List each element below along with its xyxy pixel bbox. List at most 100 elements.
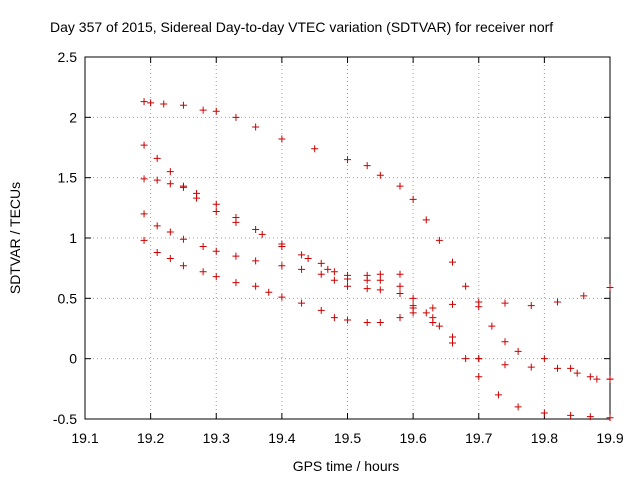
data-point: [567, 364, 575, 372]
data-point: [330, 314, 338, 322]
data-point: [166, 255, 174, 263]
data-point: [606, 414, 614, 422]
data-point: [179, 101, 187, 109]
data-point: [298, 299, 306, 307]
data-point: [396, 290, 404, 298]
data-points: [140, 98, 614, 422]
data-point: [586, 413, 594, 421]
data-point: [429, 314, 437, 322]
data-point: [409, 309, 417, 317]
data-point: [409, 294, 417, 302]
data-point: [212, 207, 220, 215]
data-point: [212, 247, 220, 255]
data-point: [409, 302, 417, 310]
data-point: [298, 265, 306, 273]
data-point: [324, 265, 332, 273]
x-tick-label: 19.4: [268, 430, 295, 446]
data-point: [593, 375, 601, 383]
data-point: [554, 298, 561, 306]
data-point: [252, 226, 260, 234]
data-point: [573, 369, 581, 377]
data-point: [527, 363, 535, 371]
data-point: [252, 123, 260, 131]
y-tick-label: 0.5: [58, 290, 78, 306]
x-tick-label: 19.3: [203, 430, 230, 446]
data-point: [160, 100, 168, 108]
data-point: [501, 338, 509, 346]
data-point: [199, 106, 207, 114]
series-4: [140, 210, 483, 363]
data-point: [278, 262, 286, 270]
data-point: [580, 292, 588, 300]
y-tick-label: 1: [69, 230, 77, 246]
data-point: [376, 286, 384, 294]
data-point: [501, 361, 509, 369]
data-point: [422, 309, 430, 317]
data-point: [193, 189, 201, 197]
data-point: [153, 222, 161, 230]
data-point: [166, 168, 174, 176]
data-point: [179, 262, 187, 270]
data-point: [449, 339, 456, 347]
series-2: [140, 141, 614, 422]
data-point: [475, 373, 483, 381]
data-point: [376, 171, 384, 179]
data-point: [554, 364, 561, 372]
data-point: [449, 333, 456, 341]
series-5: [140, 236, 614, 326]
data-point: [376, 276, 384, 284]
data-point: [330, 268, 338, 276]
x-tick-label: 19.8: [531, 430, 558, 446]
data-point: [396, 282, 404, 290]
data-point: [298, 251, 306, 259]
data-point: [140, 236, 148, 244]
data-point: [199, 242, 207, 250]
data-point: [435, 322, 443, 330]
data-point: [166, 180, 174, 188]
data-point: [396, 314, 404, 322]
data-point: [153, 154, 161, 162]
data-point: [317, 259, 325, 267]
data-point: [344, 282, 351, 290]
data-point: [449, 300, 456, 308]
data-point: [153, 176, 161, 184]
data-point: [606, 283, 614, 291]
data-point: [147, 99, 155, 107]
data-point: [252, 257, 260, 265]
data-point: [212, 107, 220, 115]
data-point: [140, 210, 148, 218]
data-point: [586, 373, 594, 381]
data-point: [330, 276, 338, 284]
x-tick-label: 19.1: [71, 430, 98, 446]
y-tick-label: -0.5: [53, 411, 77, 427]
data-point: [435, 236, 443, 244]
chart-grid: [85, 57, 610, 419]
y-tick-label: 2: [69, 109, 77, 125]
data-point: [344, 275, 351, 283]
data-point: [514, 347, 522, 355]
data-point: [540, 409, 548, 417]
data-point: [475, 298, 483, 306]
data-point: [140, 98, 148, 106]
data-point: [462, 282, 470, 290]
data-point: [376, 318, 384, 326]
series-1: [140, 98, 614, 383]
data-point: [462, 355, 470, 363]
data-point: [278, 293, 286, 301]
data-point: [344, 316, 351, 324]
x-tick-label: 19.7: [465, 430, 492, 446]
data-point: [317, 270, 325, 278]
data-point: [501, 299, 509, 307]
data-point: [232, 213, 240, 221]
data-point: [140, 175, 148, 183]
data-point: [475, 355, 483, 363]
data-point: [376, 270, 384, 278]
data-point: [317, 306, 325, 314]
data-point: [304, 255, 312, 263]
data-point: [396, 182, 404, 190]
data-point: [363, 162, 371, 170]
data-point: [363, 276, 371, 284]
data-point: [212, 200, 220, 208]
data-point: [540, 355, 548, 363]
y-tick-label: 1.5: [58, 170, 78, 186]
